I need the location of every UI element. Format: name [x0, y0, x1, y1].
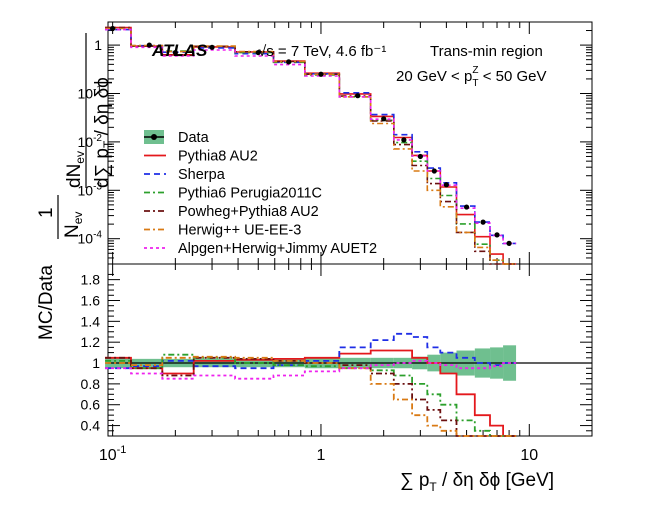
x-tick-label: 10-1: [99, 444, 127, 464]
data-point: [255, 49, 261, 56]
data-point: [463, 204, 470, 210]
ratio-uncertainty-band: [105, 345, 592, 381]
data-point: [110, 25, 116, 32]
x-axis-label: ∑ pT / δη δϕ [GeV]: [400, 470, 554, 494]
legend-marker: [151, 134, 157, 140]
svg-text:Nev: Nev: [62, 212, 85, 238]
ratio-line-alpgen-herwig-jimmy-auet2: [105, 360, 517, 380]
legend-label: Data: [178, 130, 210, 146]
data-point: [443, 182, 449, 188]
y-tick-label: 10-4: [78, 230, 103, 247]
data-point: [146, 42, 152, 48]
line-pythia6-perugia2011c: [105, 27, 517, 265]
data-point: [355, 93, 361, 99]
ratio-tick-label: 1.6: [81, 292, 101, 308]
y-tick-label: 10-3: [78, 181, 103, 198]
data-point: [480, 219, 486, 225]
data-point: [417, 153, 423, 160]
y-axis-label-top: 1 Nev dNev d∑ pT / δη δϕ: [36, 33, 115, 239]
legend-label: Sherpa: [178, 167, 226, 183]
data-point: [401, 137, 407, 143]
energy-label: √s = 7 TeV, 4.6 fb⁻¹: [258, 43, 386, 60]
line-herwig-ue-ee-3: [105, 27, 517, 265]
legend-label: Pythia6 Perugia2011C: [178, 186, 322, 202]
legend-label: Pythia8 AU2: [178, 149, 258, 165]
svg-text:d∑ pT / δη δϕ: d∑ pT / δη δϕ: [92, 77, 115, 188]
data-point: [209, 44, 215, 50]
x-tick-label: 10: [520, 447, 538, 464]
data-point: [494, 232, 500, 238]
ratio-tick-label: 0.4: [81, 418, 101, 434]
ratio-tick-label: 1: [92, 355, 100, 371]
legend-label: Powheg+Pythia8 AU2: [178, 204, 319, 220]
cut-label: 20 GeV < pTZ < 50 GeV: [396, 65, 547, 89]
region-label: Trans-min region: [430, 43, 543, 60]
data-point: [431, 168, 437, 174]
top-series: [105, 25, 517, 265]
ratio-line-herwig-ue-ee-3: [105, 355, 517, 437]
legend: Data Pythia8 AU2 Sherpa Pythia6 Perugia2011…: [144, 130, 377, 257]
x-tick-label: 1: [317, 447, 326, 464]
ratio-line-sherpa: [105, 332, 517, 370]
legend-label: Herwig++ UE-EE-3: [178, 223, 301, 239]
ratio-tick-label: 0.6: [81, 397, 101, 413]
ratio-tick-label: 1.4: [81, 313, 101, 329]
data-point: [381, 116, 387, 122]
ratio-line-pythia6-perugia2011c: [105, 353, 517, 437]
atlas-label: ATLAS: [151, 41, 208, 60]
ratio-tick-label: 1.8: [81, 272, 101, 288]
line-pythia8-au2: [105, 26, 517, 265]
legend-label: Alpgen+Herwig+Jimmy AUET2: [178, 241, 377, 257]
ratio-tick-label: 1.2: [81, 334, 101, 350]
data-point: [506, 240, 512, 246]
data-point: [172, 49, 178, 56]
svg-text:1: 1: [36, 207, 57, 218]
data-point: [286, 59, 292, 65]
ratio-panel-frame: [107, 263, 593, 437]
line-powheg-pythia8-au2: [105, 26, 517, 265]
data-point: [318, 71, 324, 77]
y-tick-label: 1: [94, 37, 102, 53]
ratio-series: [105, 332, 517, 437]
y-axis-label-ratio: MC/Data: [36, 265, 57, 340]
svg-text:dNev: dNev: [64, 151, 87, 188]
ratio-tick-label: 0.8: [81, 376, 101, 392]
